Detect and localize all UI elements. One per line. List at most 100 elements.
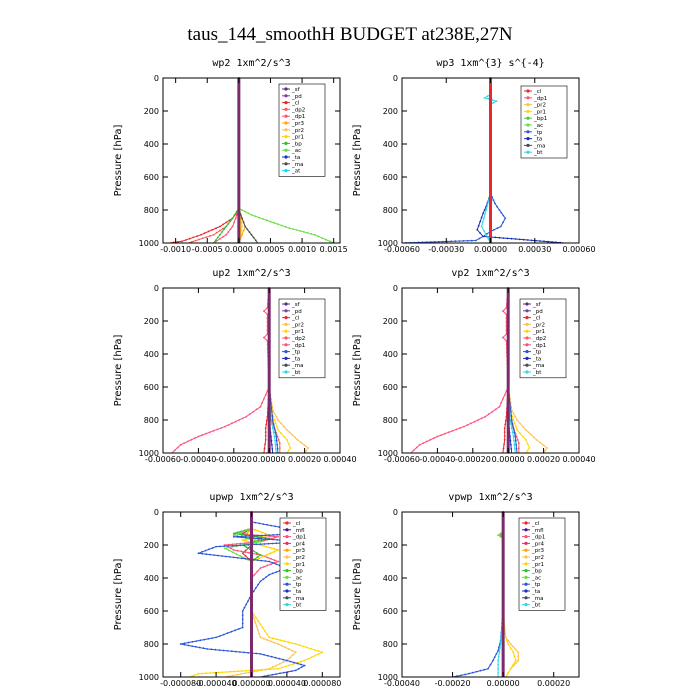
series-point	[283, 425, 285, 428]
series-point	[284, 646, 286, 649]
series-point	[205, 236, 208, 239]
series-point	[209, 553, 212, 556]
series-point	[205, 553, 208, 556]
series-point	[300, 441, 302, 444]
series-point	[191, 645, 194, 647]
series-point	[224, 425, 226, 428]
legend-marker-bt	[525, 370, 529, 374]
series-point	[484, 415, 487, 418]
series-point	[270, 655, 273, 658]
series-point	[263, 629, 266, 632]
series-point	[292, 228, 294, 231]
series-point	[429, 241, 432, 243]
series-point	[512, 645, 515, 648]
series-point	[480, 225, 483, 228]
series-point	[314, 654, 317, 657]
series-point	[272, 538, 274, 541]
panel-title: vp2 1xm^2/s^3	[451, 268, 529, 279]
series-point	[512, 427, 515, 430]
series-point	[288, 227, 291, 230]
series-point	[238, 628, 240, 630]
x-tick-label: 0.0010	[288, 245, 316, 254]
series-point	[310, 647, 312, 650]
series-point	[214, 648, 217, 651]
series-point	[231, 543, 234, 546]
series-point	[273, 668, 275, 670]
series-point	[525, 438, 527, 441]
series-point	[209, 672, 212, 674]
series-point	[241, 618, 244, 621]
series-point	[480, 417, 483, 420]
y-tick-label: 600	[144, 383, 159, 392]
series-point	[306, 646, 308, 649]
series-point	[525, 429, 527, 431]
x-tick-label: 0.000000	[232, 679, 270, 688]
series-point	[246, 532, 249, 535]
series-point	[248, 551, 250, 554]
series-point	[272, 423, 275, 425]
legend-marker-ta	[284, 155, 288, 159]
series-point	[492, 659, 494, 662]
y-tick-label: 1000	[378, 673, 398, 682]
legend-label-ac: _ac	[533, 123, 543, 129]
series-point	[274, 439, 276, 442]
series-point	[459, 427, 462, 429]
series-point	[176, 446, 179, 449]
series-point	[231, 551, 234, 553]
series-point	[510, 448, 513, 450]
series-point	[487, 413, 490, 416]
y-tick-label: 800	[144, 206, 159, 215]
series-point	[418, 443, 421, 446]
figure-title: taus_144_smoothH BUDGET at238E,27N	[187, 24, 513, 45]
series-point	[240, 550, 243, 553]
series-point	[197, 672, 200, 675]
series-point	[241, 670, 244, 672]
series-point	[493, 228, 495, 231]
series-point	[214, 239, 217, 242]
series-point	[243, 542, 246, 545]
legend-marker-ac	[524, 575, 528, 580]
series-point	[513, 655, 516, 658]
series-point	[535, 438, 538, 441]
series-point	[504, 636, 507, 639]
legend-marker-pr2	[526, 103, 530, 107]
series-point	[248, 535, 251, 537]
series-point	[303, 659, 306, 662]
series-point	[179, 643, 182, 645]
legend-marker-dp1	[285, 535, 289, 539]
series-point	[225, 233, 228, 236]
series-point	[515, 425, 517, 428]
series-point	[253, 573, 256, 576]
series-point	[193, 674, 195, 677]
series-point	[201, 551, 203, 553]
series-point	[256, 534, 259, 537]
legend-label-dp1: _dp1	[533, 96, 547, 102]
series-point	[263, 543, 266, 545]
series-point	[232, 549, 235, 551]
series-point	[240, 531, 242, 534]
y-tick-label: 600	[144, 173, 159, 182]
series-point	[295, 229, 298, 231]
y-tick-label: 200	[383, 541, 398, 550]
series-point	[510, 237, 513, 240]
y-tick-label: 200	[144, 317, 159, 326]
series-point	[259, 580, 262, 583]
series-point	[514, 439, 517, 442]
y-tick-label: 400	[383, 350, 398, 359]
series-point	[289, 447, 292, 449]
legend-label-pd: _pd	[532, 309, 543, 315]
series-point	[268, 636, 271, 639]
series-point	[296, 662, 299, 665]
series-point	[221, 231, 223, 233]
series-point	[259, 543, 262, 546]
series-point	[212, 429, 215, 432]
legend-label-ac: _ac	[291, 148, 301, 154]
series-point	[522, 435, 524, 438]
series-point	[305, 449, 308, 452]
series-point	[284, 225, 287, 228]
series-point	[236, 549, 239, 552]
legend-label-ma: _ma	[292, 596, 304, 602]
legend-label-tp: _tp	[291, 350, 301, 356]
series-point	[230, 650, 233, 653]
series-point	[256, 537, 259, 540]
